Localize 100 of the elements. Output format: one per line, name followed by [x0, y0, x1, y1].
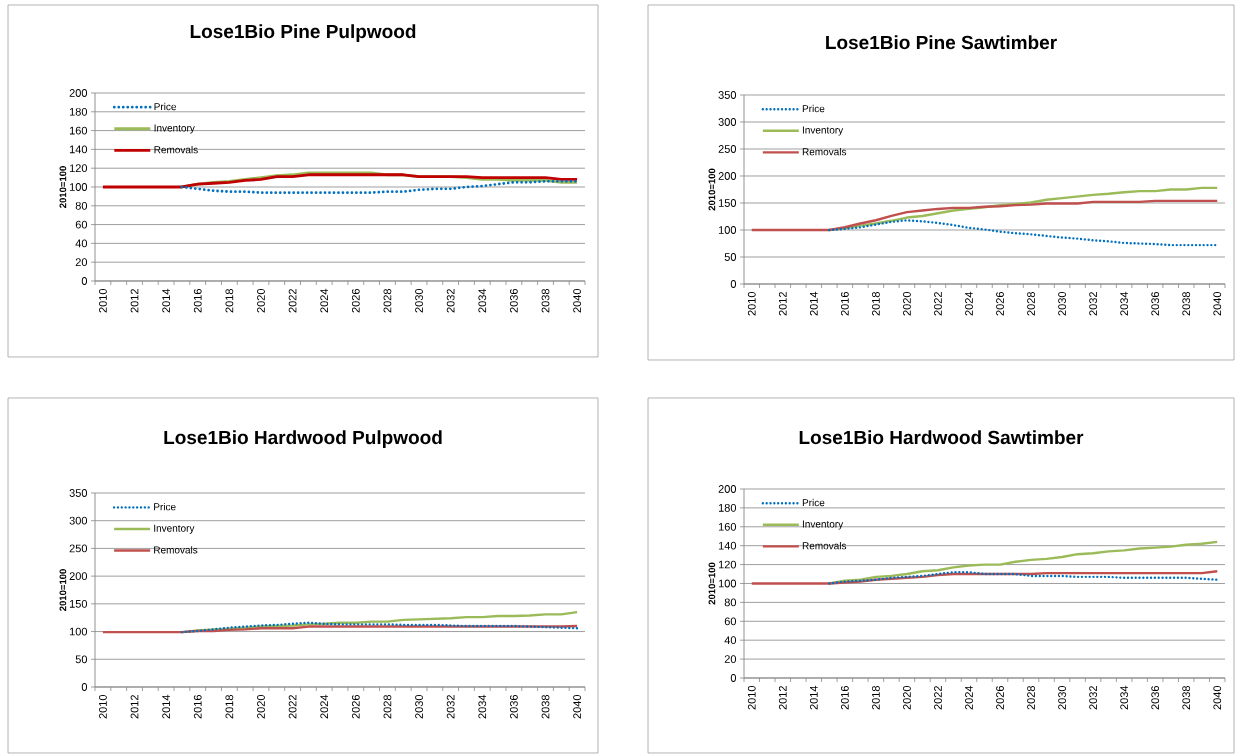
y-tick-label: 160 [718, 522, 737, 531]
x-tick-label: 2040 [573, 288, 581, 313]
y-tick-label: 100 [69, 183, 88, 191]
chart-title: Lose1Bio Hardwood Sawtimber [799, 430, 1084, 445]
x-tick-label: 2012 [778, 686, 787, 710]
x-tick-label: 2034 [478, 288, 487, 313]
x-tick-label: 2038 [1182, 292, 1191, 316]
x-tick-label: 2010 [747, 291, 756, 316]
x-tick-label: 2040 [1213, 291, 1222, 316]
x-tick-label: 2020 [257, 694, 265, 719]
x-tick-label: 2014 [809, 685, 818, 710]
y-tick-label: 140 [69, 145, 88, 154]
y-tick-label: 200 [718, 485, 737, 493]
legend-label: Inventory [802, 520, 844, 530]
x-tick-label: 2014 [162, 288, 171, 313]
y-tick-label: 20 [724, 655, 737, 663]
chart-title: Lose1Bio Pine Sawtimber [826, 35, 1057, 50]
x-tick-label: 2024 [320, 288, 329, 313]
x-tick-label: 2026 [996, 292, 1004, 316]
y-tick-label: 0 [81, 683, 88, 691]
x-tick-label: 2030 [415, 288, 423, 313]
x-tick-label: 2032 [1089, 686, 1098, 710]
x-tick-label: 2010 [99, 288, 107, 313]
y-tick-label: 350 [718, 91, 737, 99]
x-tick-label: 2032 [1089, 292, 1098, 316]
y-tick-label: 20 [75, 258, 88, 267]
x-tick-label: 2020 [257, 288, 265, 313]
x-tick-label: 2038 [541, 289, 550, 313]
y-tick-label: 100 [69, 627, 88, 636]
x-tick-label: 2038 [1182, 686, 1191, 710]
x-tick-label: 2040 [573, 694, 581, 719]
y-tick-label: 120 [718, 560, 737, 569]
x-tick-label: 2016 [840, 686, 849, 710]
x-tick-label: 2036 [509, 695, 518, 719]
x-tick-label: 2022 [288, 289, 297, 313]
x-tick-label: 2012 [130, 289, 139, 313]
x-tick-label: 2038 [541, 695, 550, 719]
y-tick-label: 180 [718, 504, 737, 512]
x-tick-label: 2024 [320, 694, 329, 719]
y-tick-label: 100 [718, 226, 737, 234]
legend-label: Price [802, 498, 825, 507]
x-tick-label: 2036 [1151, 686, 1160, 710]
x-tick-label: 2026 [351, 695, 360, 719]
x-tick-label: 2020 [903, 291, 911, 316]
y-tick-label: 60 [75, 220, 88, 229]
y-tick-label: 200 [718, 172, 737, 180]
y-tick-label: 250 [718, 145, 737, 153]
y-tick-label: 40 [724, 636, 737, 645]
y-tick-label: 40 [75, 239, 88, 248]
x-tick-label: 2012 [778, 292, 787, 316]
y-tick-label: 80 [75, 201, 88, 210]
y-tick-label: 300 [718, 118, 737, 126]
legend-label: Inventory [802, 126, 844, 136]
x-tick-label: 2010 [747, 685, 756, 710]
y-axis-title: 2010=100 [59, 569, 67, 611]
x-tick-label: 2032 [446, 289, 455, 313]
y-tick-label: 140 [718, 541, 737, 550]
chart-title: Lose1Bio Pine Pulpwood [190, 24, 416, 42]
y-tick-label: 80 [724, 598, 737, 607]
y-tick-label: 60 [724, 617, 737, 626]
x-tick-label: 2036 [1151, 292, 1160, 316]
x-tick-label: 2018 [872, 686, 880, 710]
x-tick-label: 2028 [1027, 292, 1035, 316]
legend-label: Price [154, 503, 176, 511]
legend-label: Removals [802, 147, 847, 156]
x-tick-label: 2034 [1120, 291, 1129, 316]
x-tick-label: 2030 [415, 694, 423, 719]
x-tick-label: 2022 [288, 695, 297, 719]
x-tick-label: 2018 [872, 292, 880, 316]
x-tick-label: 2026 [996, 686, 1004, 710]
x-tick-label: 2026 [351, 289, 360, 313]
x-tick-label: 2030 [1058, 291, 1066, 316]
x-tick-label: 2016 [840, 292, 849, 316]
x-tick-label: 2028 [1027, 686, 1035, 710]
x-tick-label: 2016 [193, 289, 202, 313]
legend-label: Price [154, 102, 177, 111]
y-tick-label: 200 [69, 89, 88, 97]
y-axis-title: 2010=100 [59, 166, 67, 208]
x-tick-label: 2020 [903, 685, 911, 710]
y-tick-label: 120 [69, 164, 88, 173]
y-tick-label: 50 [75, 655, 88, 664]
y-axis-title: 2010=100 [708, 562, 716, 605]
y-tick-label: 0 [81, 277, 88, 285]
legend-label: Inventory [154, 524, 195, 534]
chart-title: Lose1Bio Hardwood Pulpwood [164, 430, 442, 448]
x-tick-label: 2036 [509, 289, 518, 313]
y-axis-title: 2010=100 [708, 168, 716, 211]
y-tick-label: 150 [69, 599, 88, 608]
x-tick-label: 2030 [1058, 685, 1066, 710]
legend-label: Price [802, 104, 825, 113]
x-tick-label: 2016 [193, 695, 202, 719]
y-tick-label: 180 [69, 107, 88, 116]
x-tick-label: 2022 [934, 292, 942, 316]
legend-label: Removals [154, 546, 198, 554]
y-tick-label: 300 [69, 516, 88, 525]
legend-label: Removals [802, 541, 847, 550]
y-tick-label: 0 [730, 280, 737, 288]
y-tick-label: 150 [718, 199, 737, 207]
x-tick-label: 2018 [225, 695, 234, 719]
x-tick-label: 2034 [478, 694, 487, 719]
